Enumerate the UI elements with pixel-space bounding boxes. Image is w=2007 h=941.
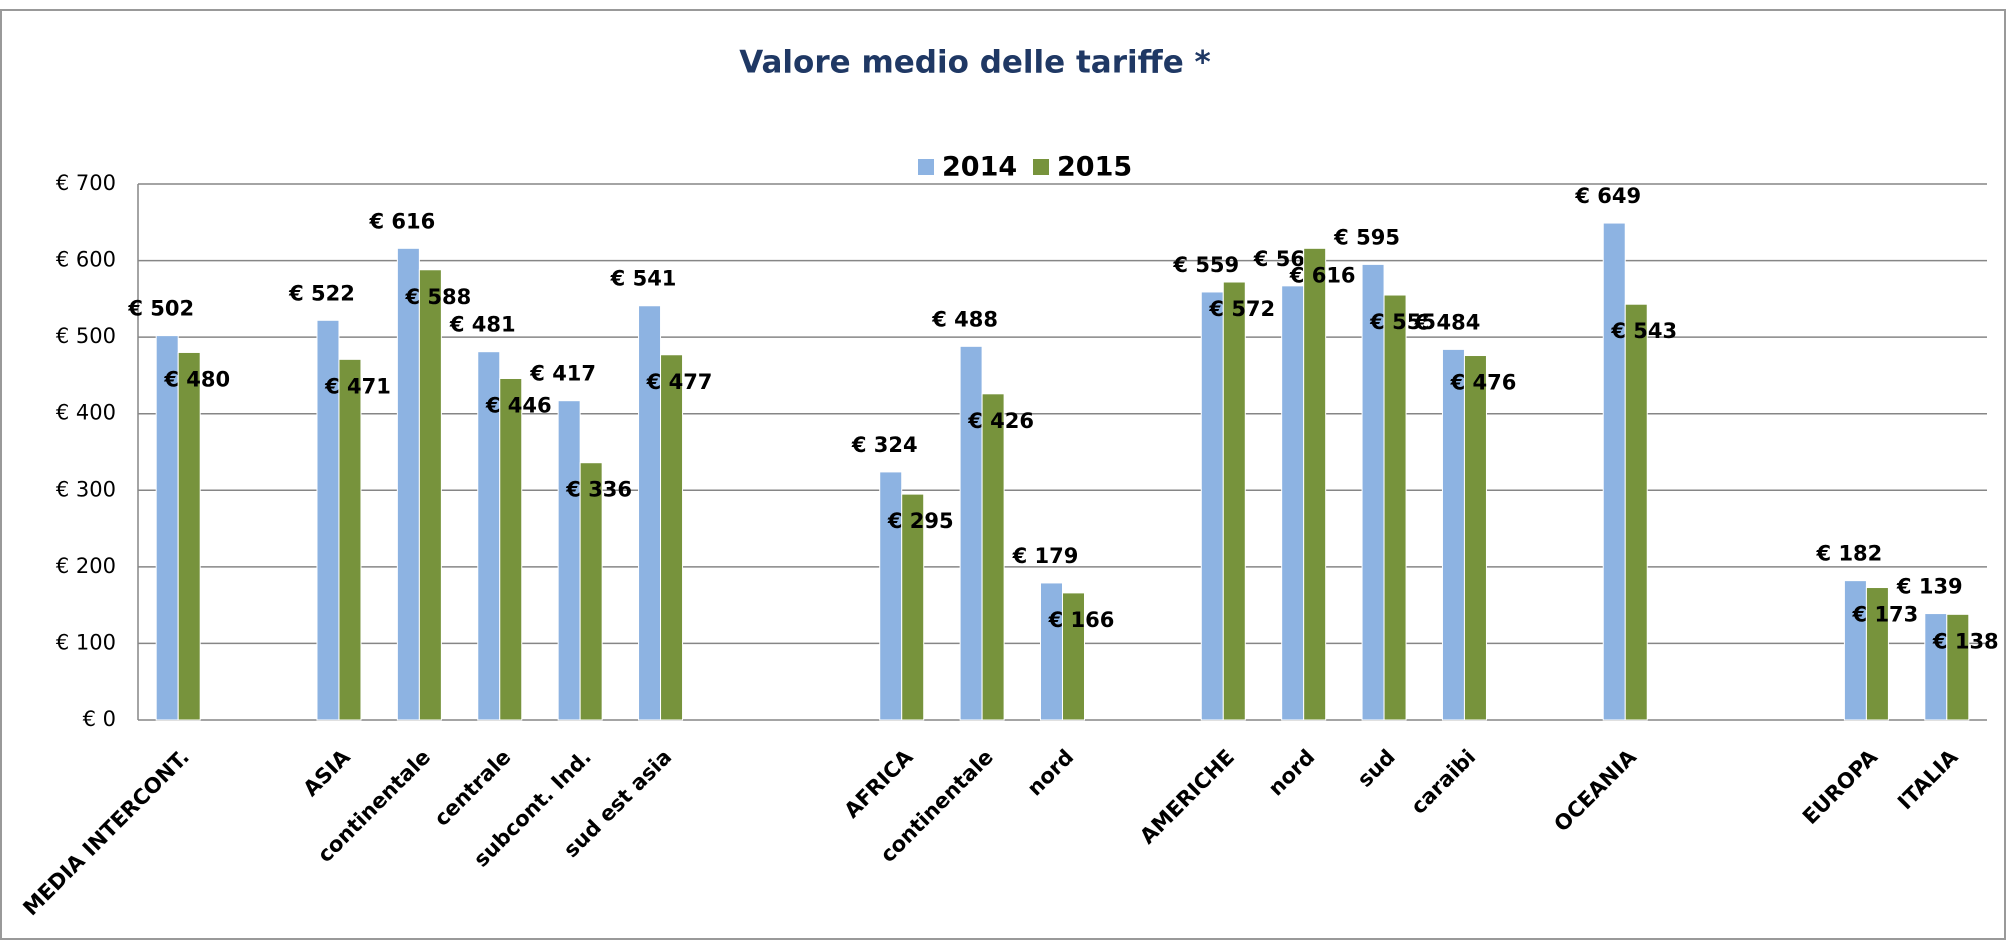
bar	[1624, 303, 1648, 721]
bar	[579, 462, 603, 721]
data-label: € 139	[1896, 575, 1963, 599]
data-label: € 502	[127, 297, 194, 321]
bar	[660, 354, 684, 721]
bar	[418, 269, 442, 721]
bar	[1303, 247, 1327, 721]
bar	[1062, 592, 1085, 721]
bar	[557, 400, 581, 721]
bar	[1946, 613, 1970, 721]
data-label: € 182	[1816, 542, 1883, 566]
data-label: € 471	[324, 374, 391, 398]
bar	[1040, 582, 1063, 721]
data-label: € 484	[1414, 310, 1481, 334]
data-label: € 559	[1172, 253, 1239, 277]
data-label: € 324	[851, 433, 918, 457]
data-label: € 295	[887, 509, 954, 533]
y-tick-label: € 200	[56, 554, 116, 578]
bar	[1865, 587, 1889, 721]
legend-label: 2014	[942, 152, 1017, 183]
data-label: € 138	[1932, 629, 1999, 653]
bar	[901, 493, 925, 721]
bar	[1281, 285, 1305, 721]
y-tick-label: € 500	[56, 324, 116, 348]
data-label: € 336	[565, 478, 632, 502]
legend-swatch	[1033, 159, 1049, 175]
bar	[1843, 580, 1867, 721]
legend-label: 2015	[1057, 152, 1132, 183]
y-tick-label: € 100	[56, 630, 116, 654]
bar	[396, 247, 420, 721]
legend-swatch	[918, 159, 934, 175]
bar	[981, 393, 1005, 721]
data-label: € 595	[1333, 225, 1400, 249]
bar	[1463, 355, 1487, 721]
bar	[338, 358, 362, 721]
bar	[1383, 294, 1407, 721]
data-label: € 616	[1289, 263, 1356, 287]
data-label: € 572	[1208, 297, 1275, 321]
data-label: € 488	[931, 307, 998, 331]
data-label: € 616	[368, 209, 435, 233]
data-label: € 480	[163, 367, 230, 391]
data-label: € 179	[1012, 544, 1079, 568]
bar	[1200, 291, 1224, 721]
bar	[638, 305, 662, 721]
bar	[155, 335, 179, 721]
y-tick-label: € 400	[56, 401, 116, 425]
chart-title: Valore medio delle tariffe *	[739, 45, 1211, 81]
data-label: € 446	[485, 393, 552, 417]
data-label: € 477	[646, 370, 713, 394]
bar	[1222, 281, 1246, 721]
data-label: € 588	[404, 285, 471, 309]
y-tick-label: € 300	[56, 477, 116, 501]
data-label: € 426	[967, 409, 1034, 433]
data-label: € 543	[1610, 319, 1677, 343]
data-label: € 166	[1048, 608, 1115, 632]
y-tick-label: € 0	[83, 707, 116, 731]
bar	[499, 377, 523, 721]
y-tick-label: € 700	[56, 171, 116, 195]
bar	[959, 345, 983, 721]
data-label: € 476	[1450, 371, 1517, 395]
data-label: € 555	[1369, 310, 1436, 334]
data-label: € 173	[1852, 603, 1919, 627]
data-label: € 541	[610, 267, 677, 291]
data-label: € 417	[529, 362, 596, 386]
bar	[177, 351, 201, 721]
bar	[1602, 222, 1626, 721]
data-label: € 649	[1574, 184, 1641, 208]
data-label: € 481	[449, 313, 516, 337]
bar	[1441, 348, 1465, 721]
y-tick-label: € 600	[56, 248, 116, 272]
data-label: € 522	[288, 281, 355, 305]
